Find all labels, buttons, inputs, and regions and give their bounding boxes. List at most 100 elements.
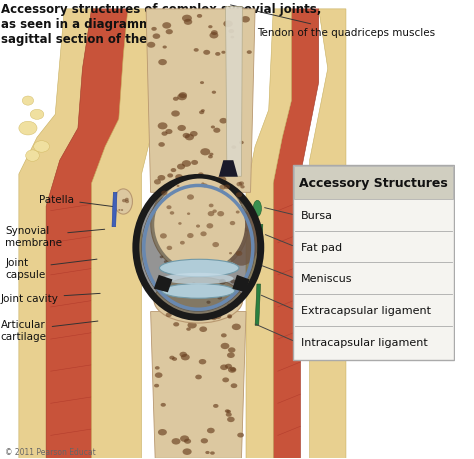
Ellipse shape [219, 185, 226, 190]
Ellipse shape [240, 186, 245, 189]
Ellipse shape [165, 129, 173, 135]
Ellipse shape [239, 182, 244, 186]
Ellipse shape [178, 223, 182, 225]
Ellipse shape [223, 21, 233, 28]
Ellipse shape [166, 242, 172, 246]
Ellipse shape [199, 235, 205, 241]
Ellipse shape [162, 132, 168, 136]
Ellipse shape [182, 16, 192, 23]
Polygon shape [46, 10, 128, 458]
Ellipse shape [157, 218, 163, 222]
Ellipse shape [181, 354, 190, 361]
Ellipse shape [177, 94, 187, 101]
Polygon shape [232, 275, 250, 293]
Ellipse shape [180, 436, 189, 442]
Ellipse shape [186, 199, 189, 202]
Text: Extracapsular ligament: Extracapsular ligament [301, 305, 430, 315]
Ellipse shape [209, 153, 213, 157]
Text: Tendon of the quadriceps muscles: Tendon of the quadriceps muscles [230, 6, 436, 38]
Polygon shape [310, 10, 346, 458]
Ellipse shape [159, 301, 162, 303]
Ellipse shape [225, 409, 230, 413]
Ellipse shape [158, 143, 165, 147]
Ellipse shape [210, 33, 219, 39]
Ellipse shape [187, 234, 193, 239]
Ellipse shape [161, 191, 167, 196]
Ellipse shape [236, 193, 242, 198]
Ellipse shape [184, 20, 192, 26]
Ellipse shape [162, 284, 235, 299]
Ellipse shape [239, 141, 244, 145]
Polygon shape [112, 193, 117, 227]
Ellipse shape [227, 240, 231, 243]
Ellipse shape [200, 82, 204, 85]
Ellipse shape [217, 177, 227, 184]
Text: Synovial
membrane: Synovial membrane [5, 225, 105, 247]
Ellipse shape [167, 174, 173, 178]
Ellipse shape [168, 226, 173, 230]
Ellipse shape [231, 207, 235, 211]
Ellipse shape [208, 156, 213, 159]
Ellipse shape [220, 343, 229, 349]
Ellipse shape [147, 43, 155, 49]
Text: Fat pad: Fat pad [301, 242, 342, 252]
Ellipse shape [241, 17, 250, 23]
Ellipse shape [228, 304, 230, 306]
Ellipse shape [182, 161, 191, 168]
Ellipse shape [228, 367, 237, 373]
Ellipse shape [236, 251, 242, 257]
Ellipse shape [194, 49, 199, 53]
Ellipse shape [175, 175, 183, 180]
Ellipse shape [215, 209, 222, 214]
Ellipse shape [173, 97, 179, 101]
Text: Meniscus: Meniscus [301, 274, 352, 284]
Text: Patella: Patella [39, 195, 114, 207]
Ellipse shape [155, 224, 161, 228]
Text: Accessory structures of complex synovial joints,
as seen in a diagrammatic view : Accessory structures of complex synovial… [0, 3, 321, 46]
Ellipse shape [165, 30, 173, 35]
Ellipse shape [227, 314, 232, 319]
Polygon shape [91, 10, 155, 458]
Ellipse shape [153, 34, 160, 40]
Ellipse shape [215, 314, 221, 319]
Ellipse shape [151, 176, 248, 274]
Ellipse shape [191, 283, 196, 286]
Polygon shape [273, 10, 319, 458]
Ellipse shape [186, 328, 191, 331]
Ellipse shape [157, 176, 165, 181]
Ellipse shape [207, 224, 213, 229]
Ellipse shape [230, 226, 237, 231]
Ellipse shape [212, 210, 217, 213]
Ellipse shape [209, 204, 214, 208]
Ellipse shape [205, 182, 211, 187]
Text: Tibia: Tibia [155, 330, 192, 343]
Ellipse shape [203, 50, 210, 56]
Ellipse shape [184, 439, 191, 444]
Ellipse shape [161, 221, 167, 225]
Polygon shape [19, 10, 109, 458]
Ellipse shape [229, 252, 232, 255]
Ellipse shape [201, 438, 208, 443]
Ellipse shape [228, 30, 234, 34]
Ellipse shape [218, 296, 222, 300]
Ellipse shape [222, 378, 229, 382]
Ellipse shape [226, 413, 232, 417]
Ellipse shape [159, 260, 239, 277]
Ellipse shape [195, 375, 202, 380]
Text: Femur: Femur [159, 209, 206, 222]
Ellipse shape [199, 327, 207, 332]
Ellipse shape [151, 28, 157, 32]
Ellipse shape [199, 111, 204, 115]
Polygon shape [255, 285, 261, 325]
Ellipse shape [201, 110, 205, 113]
Ellipse shape [200, 149, 210, 156]
Ellipse shape [220, 364, 228, 370]
Ellipse shape [212, 316, 216, 319]
Ellipse shape [210, 451, 215, 455]
Polygon shape [146, 10, 255, 193]
Ellipse shape [230, 203, 236, 207]
Ellipse shape [177, 126, 186, 132]
Ellipse shape [230, 37, 234, 39]
Ellipse shape [114, 190, 132, 215]
Ellipse shape [138, 180, 258, 315]
